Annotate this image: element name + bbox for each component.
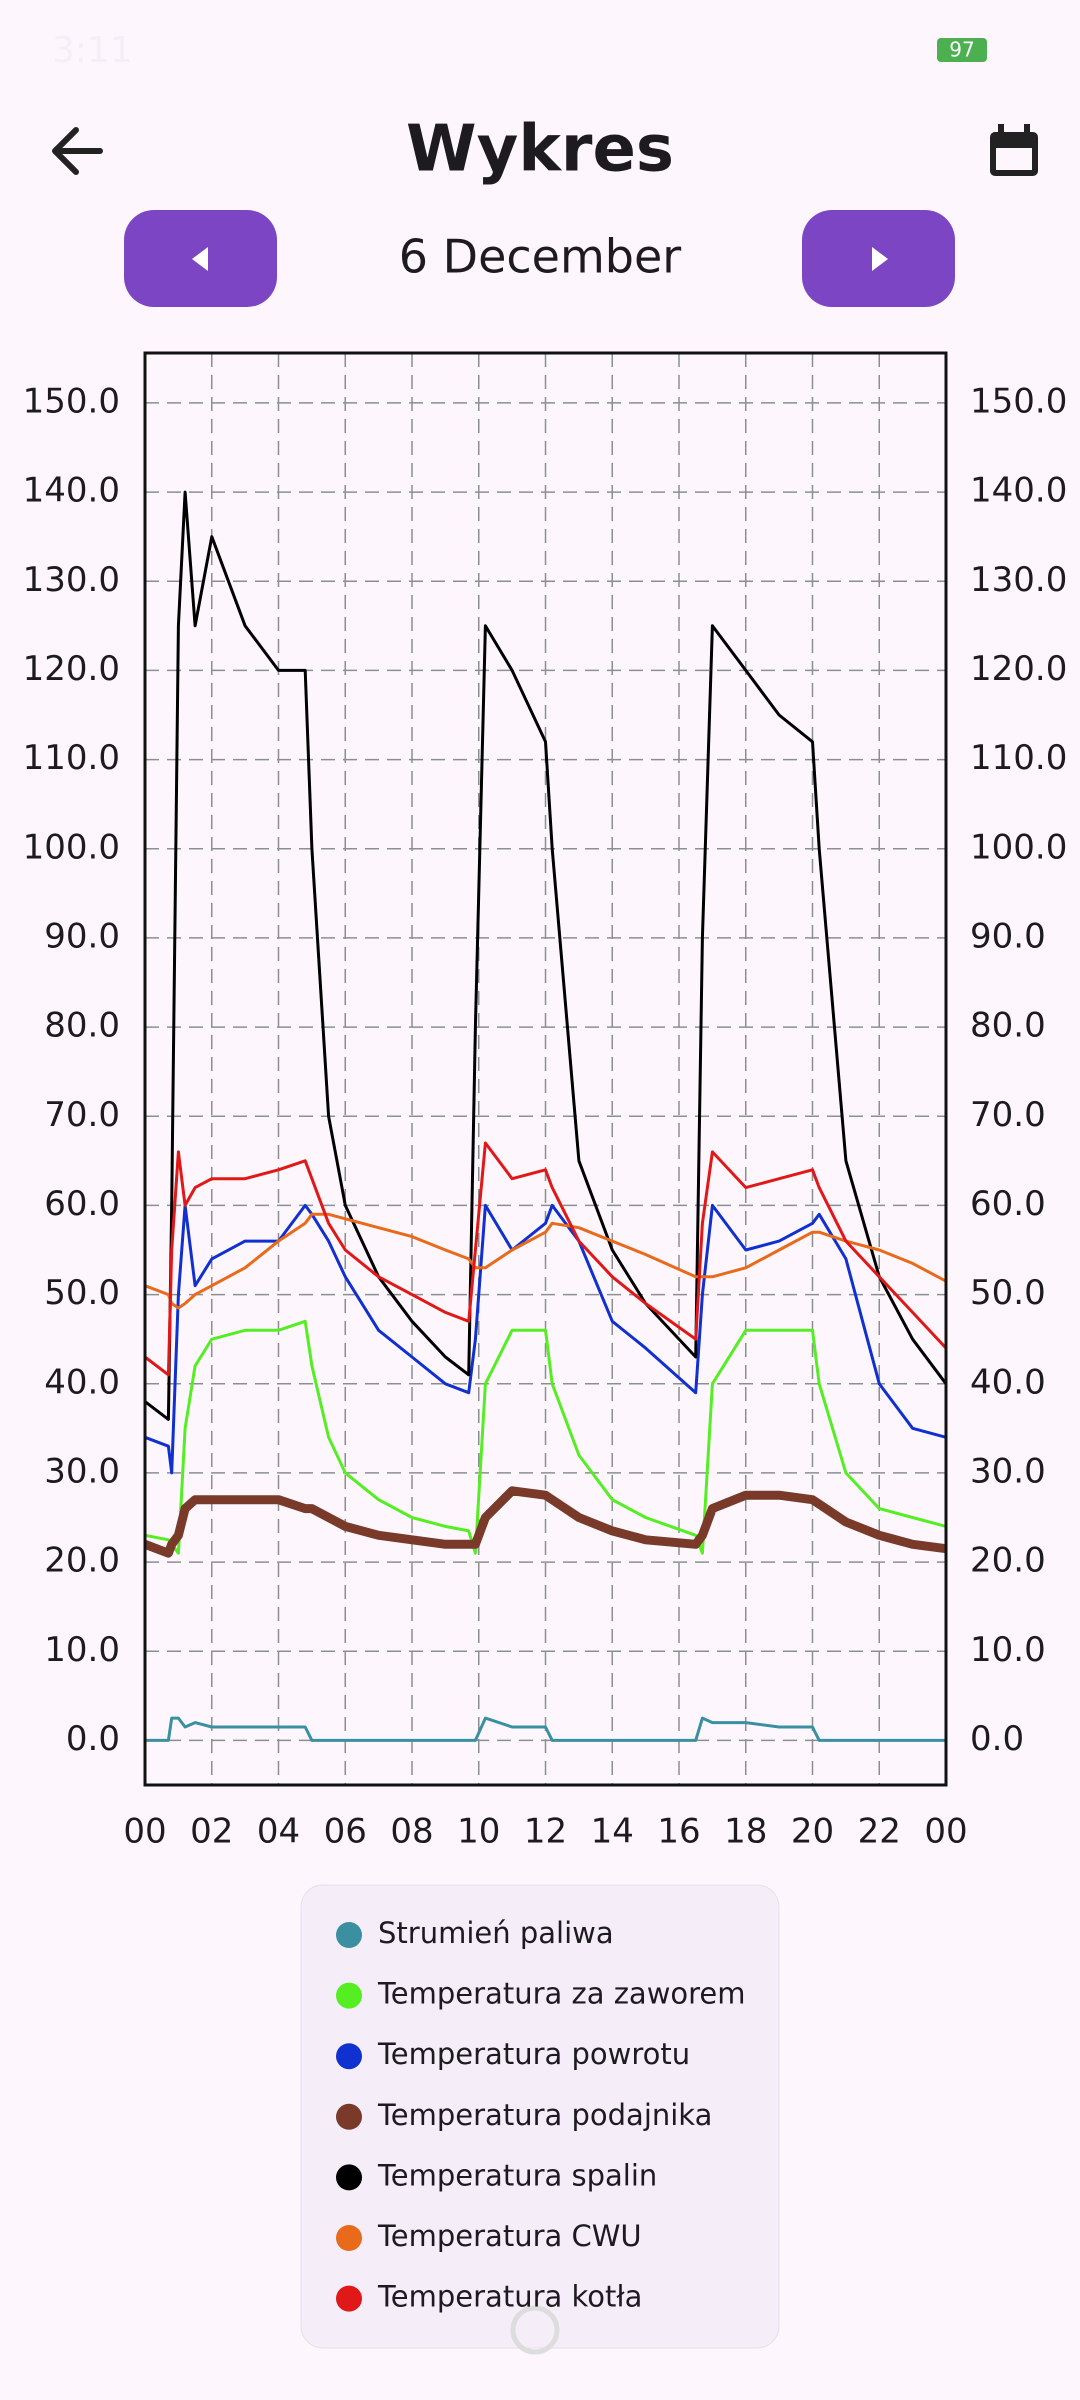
y2-tick-label: 100.0 bbox=[970, 827, 1067, 867]
y2-tick-label: 70.0 bbox=[970, 1095, 1046, 1135]
y2-tick-label: 50.0 bbox=[970, 1273, 1046, 1313]
x-tick-label: 14 bbox=[591, 1812, 634, 1852]
y2-tick-label: 80.0 bbox=[970, 1006, 1046, 1046]
y-tick-label: 50.0 bbox=[44, 1273, 120, 1313]
x-tick-label: 08 bbox=[390, 1812, 433, 1852]
next-arrow bbox=[872, 247, 888, 271]
calendar-button[interactable] bbox=[990, 124, 1038, 176]
x-tick-label: 06 bbox=[324, 1812, 367, 1852]
y2-tick-label: 40.0 bbox=[970, 1362, 1046, 1402]
y-tick-label: 20.0 bbox=[44, 1541, 120, 1581]
series-line bbox=[144, 490, 948, 1421]
x-tick-label: 00 bbox=[123, 1812, 166, 1852]
battery-icon bbox=[937, 38, 987, 62]
battery-level: 97 bbox=[949, 38, 974, 62]
y-tick-label: 150.0 bbox=[23, 381, 120, 421]
y-tick-label: 130.0 bbox=[23, 560, 120, 600]
y-tick-label: 110.0 bbox=[23, 738, 120, 778]
y2-tick-label: 90.0 bbox=[970, 916, 1046, 956]
y2-tick-label: 0.0 bbox=[970, 1719, 1024, 1759]
calendar-ring bbox=[998, 124, 1004, 138]
x-tick-label: 22 bbox=[858, 1812, 901, 1852]
legend-label: Temperatura podajnika bbox=[377, 2098, 712, 2132]
y-tick-label: 70.0 bbox=[44, 1095, 120, 1135]
y2-tick-label: 20.0 bbox=[970, 1541, 1046, 1581]
legend-marker bbox=[336, 1922, 362, 1948]
series-line bbox=[144, 1212, 947, 1310]
x-tick-label: 00 bbox=[924, 1812, 967, 1852]
y2-tick-label: 110.0 bbox=[970, 738, 1067, 778]
series-line bbox=[144, 1141, 948, 1377]
legend-label: Temperatura powrotu bbox=[377, 2037, 690, 2071]
legend-label: Strumień paliwa bbox=[378, 1916, 614, 1950]
x-tick-label: 18 bbox=[724, 1812, 767, 1852]
back-arrow[interactable] bbox=[52, 127, 103, 175]
page-title: Wykres bbox=[406, 113, 674, 187]
x-tick-label: 16 bbox=[657, 1812, 700, 1852]
y-tick-label: 140.0 bbox=[23, 471, 120, 511]
legend-label: Temperatura kotła bbox=[377, 2280, 642, 2314]
prev-arrow bbox=[192, 247, 208, 271]
y2-tick-label: 120.0 bbox=[970, 649, 1067, 689]
y2-tick-label: 10.0 bbox=[970, 1630, 1046, 1670]
y2-tick-label: 60.0 bbox=[970, 1184, 1046, 1224]
y2-tick-label: 130.0 bbox=[970, 560, 1067, 600]
x-tick-label: 10 bbox=[457, 1812, 500, 1852]
series-line bbox=[144, 1319, 947, 1555]
y2-tick-label: 30.0 bbox=[970, 1451, 1046, 1491]
legend-box bbox=[300, 1884, 780, 2349]
y-tick-label: 100.0 bbox=[23, 827, 120, 867]
calendar-face bbox=[996, 148, 1032, 170]
y2-tick-label: 150.0 bbox=[970, 381, 1067, 421]
calendar-ring bbox=[1024, 124, 1030, 138]
x-tick-label: 04 bbox=[257, 1812, 300, 1852]
date-label: 6 December bbox=[399, 230, 682, 284]
y2-tick-label: 140.0 bbox=[970, 471, 1067, 511]
legend-marker bbox=[336, 2043, 362, 2070]
x-tick-label: 20 bbox=[791, 1812, 834, 1852]
legend-label: Temperatura za zaworem bbox=[377, 1977, 746, 2011]
back-button[interactable] bbox=[52, 127, 103, 175]
status-time: 3:11 bbox=[52, 30, 133, 71]
series-line bbox=[144, 1203, 947, 1475]
legend-label: Temperatura CWU bbox=[377, 2219, 642, 2253]
legend-label: Temperatura spalin bbox=[377, 2158, 657, 2192]
legend-marker bbox=[336, 2285, 362, 2312]
legend-marker bbox=[336, 2164, 362, 2191]
y-tick-label: 80.0 bbox=[44, 1006, 120, 1046]
x-tick-label: 12 bbox=[524, 1812, 567, 1852]
x-tick-label: 02 bbox=[190, 1812, 233, 1852]
series-line bbox=[145, 1716, 946, 1742]
legend-marker bbox=[336, 2225, 362, 2251]
plot-frame bbox=[143, 351, 948, 1787]
home-indicator[interactable] bbox=[510, 2305, 560, 2355]
legend-marker bbox=[336, 1982, 362, 2009]
y-tick-label: 90.0 bbox=[44, 916, 120, 956]
y-tick-label: 60.0 bbox=[44, 1184, 120, 1224]
y-tick-label: 30.0 bbox=[44, 1451, 120, 1491]
y-tick-label: 40.0 bbox=[44, 1362, 120, 1402]
y-tick-label: 120.0 bbox=[23, 649, 120, 689]
legend-marker bbox=[336, 2103, 362, 2130]
series-line bbox=[143, 1486, 947, 1558]
y-tick-label: 0.0 bbox=[66, 1719, 120, 1759]
y-tick-label: 10.0 bbox=[44, 1630, 120, 1670]
